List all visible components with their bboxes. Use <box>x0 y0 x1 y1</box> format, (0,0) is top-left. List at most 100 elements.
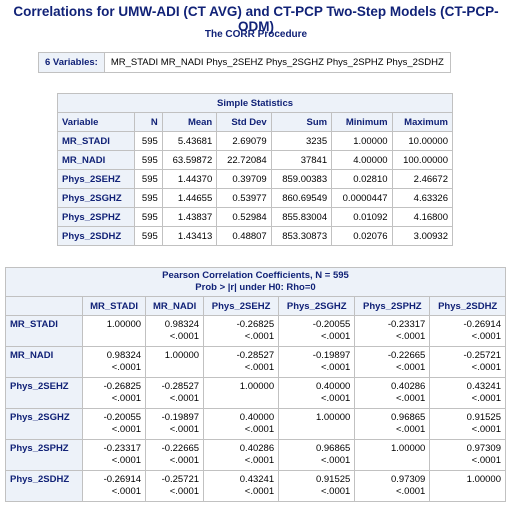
correlation: 0.97309 <box>466 443 501 454</box>
correlation: -0.20055 <box>103 412 142 423</box>
table-title: Pearson Correlation Coefficients, N = 59… <box>5 267 506 297</box>
correlation: -0.26914 <box>103 474 142 485</box>
simple-statistics-table: Simple Statistics Variable N Mean Std Dev Sum… <box>57 93 454 246</box>
cell: -0.26914 <.0001 <box>429 315 506 347</box>
correlation: -0.26914 <box>463 319 501 330</box>
correlation: -0.22665 <box>387 350 426 361</box>
cell: 595 <box>133 226 163 246</box>
cell: 0.52984 <box>216 207 272 227</box>
table-title-row: Simple Statistics <box>57 93 453 113</box>
cell: 0.40000 <.0001 <box>278 377 356 409</box>
cell: 5.43681 <box>161 131 218 151</box>
table-title-row: Pearson Correlation Coefficients, N = 59… <box>5 267 506 297</box>
p-value: <.0001 <box>320 486 351 497</box>
cell: 855.83004 <box>270 207 333 227</box>
p-value: <.0001 <box>396 331 426 342</box>
data-row: Phys_2SEHZ -0.26825 <.0001 -0.28527 <.0001 1.… <box>5 377 506 409</box>
correlation: 1.00000 <box>106 319 142 330</box>
correlation: 0.40000 <box>315 381 351 392</box>
correlation: -0.20055 <box>312 319 351 330</box>
p-value: <.0001 <box>396 362 426 373</box>
row-header: MR_NADI <box>5 346 83 378</box>
correlation: 0.97309 <box>390 474 426 485</box>
data-row: Phys_2SDHZ -0.26914 <.0001 -0.25721 <.0001 0.… <box>5 470 506 502</box>
cell: 1.43413 <box>161 226 218 246</box>
cell: 0.98324 <.0001 <box>145 315 205 347</box>
p-value: <.0001 <box>471 331 501 342</box>
column-header: Phys_2SDHZ <box>429 296 506 316</box>
cell: 3.00932 <box>391 226 454 246</box>
cell: -0.28527 <.0001 <box>203 346 280 378</box>
column-header: Minimum <box>331 112 393 132</box>
cell: -0.25721 <.0001 <box>429 346 506 378</box>
cell: 0.97309 <.0001 <box>429 439 506 471</box>
cell: 1.00000 <box>331 131 393 151</box>
cell: 0.40286 <.0001 <box>354 377 431 409</box>
cell: 63.59872 <box>161 150 218 170</box>
p-value: <.0001 <box>471 424 501 435</box>
cell: 4.16800 <box>391 207 454 227</box>
cell: 1.00000 <box>429 470 506 502</box>
cell: -0.20055 <.0001 <box>81 408 147 440</box>
column-header: Phys_2SGHZ <box>278 296 356 316</box>
row-header: MR_NADI <box>57 150 135 170</box>
cell: 0.97309 <.0001 <box>354 470 431 502</box>
variables-list: MR_STADI MR_NADI Phys_2SEHZ Phys_2SGHZ P… <box>103 52 451 73</box>
p-value: <.0001 <box>396 486 426 497</box>
cell: 1.43837 <box>161 207 218 227</box>
pearson-table: Pearson Correlation Coefficients, N = 59… <box>5 267 506 502</box>
correlation: 1.00000 <box>164 350 200 361</box>
cell: -0.23317 <.0001 <box>354 315 431 347</box>
cell: -0.22665 <.0001 <box>354 346 431 378</box>
cell: 0.40286 <.0001 <box>203 439 280 471</box>
p-value: <.0001 <box>471 455 501 466</box>
variables-table: 6 Variables: MR_STADI MR_NADI Phys_2SEHZ… <box>38 52 451 73</box>
correlation: -0.19897 <box>312 350 351 361</box>
cell: 859.00383 <box>270 169 333 189</box>
data-row: MR_STADI 1.00000 0.98324 <.0001 -0.26825 <.00… <box>5 315 506 347</box>
correlation: 0.40286 <box>390 381 426 392</box>
column-header: MR_NADI <box>145 296 205 316</box>
p-value: <.0001 <box>244 362 275 373</box>
p-value: <.0001 <box>169 331 200 342</box>
correlation: 1.00000 <box>239 381 275 392</box>
correlation: 1.00000 <box>466 474 501 485</box>
cell: 0.02076 <box>331 226 393 246</box>
cell: 0.0000447 <box>331 188 393 208</box>
p-value: <.0001 <box>244 331 275 342</box>
cell: -0.26825 <.0001 <box>81 377 147 409</box>
variables-label: 6 Variables: <box>38 52 105 73</box>
header-row: MR_STADI MR_NADI Phys_2SEHZ Phys_2SGHZ Phys_… <box>5 296 506 316</box>
cell: 0.48807 <box>216 226 272 246</box>
cell: 1.44655 <box>161 188 218 208</box>
correlation: 0.96865 <box>390 412 426 423</box>
cell: -0.19897 <.0001 <box>145 408 205 440</box>
cell: 0.91525 <.0001 <box>429 408 506 440</box>
correlation: -0.28527 <box>236 350 275 361</box>
row-header: Phys_2SPHZ <box>57 207 135 227</box>
p-value: <.0001 <box>244 455 275 466</box>
cell: 1.00000 <box>354 439 431 471</box>
data-row: MR_STADI 595 5.43681 2.69079 3235 1.00000 10.0… <box>57 131 454 151</box>
correlation: 0.91525 <box>315 474 351 485</box>
cell: 0.98324 <.0001 <box>81 346 147 378</box>
correlation: -0.26825 <box>103 381 142 392</box>
column-header: MR_STADI <box>81 296 147 316</box>
data-row: Phys_2SGHZ 595 1.44655 0.53977 860.69549 0.00… <box>57 188 454 208</box>
p-value: <.0001 <box>320 362 351 373</box>
correlation: 0.43241 <box>239 474 275 485</box>
correlation: 1.00000 <box>390 443 426 454</box>
p-value: <.0001 <box>396 424 426 435</box>
data-row: Phys_2SEHZ 595 1.44370 0.39709 859.00383 0.02… <box>57 169 454 189</box>
correlation: -0.26825 <box>236 319 275 330</box>
correlation: -0.25721 <box>161 474 200 485</box>
cell: 595 <box>133 131 163 151</box>
p-value: <.0001 <box>244 424 275 435</box>
cell: 0.53977 <box>216 188 272 208</box>
cell: 1.44370 <box>161 169 218 189</box>
variables-row: 6 Variables: MR_STADI MR_NADI Phys_2SEHZ… <box>38 52 451 73</box>
cell: 4.63326 <box>391 188 454 208</box>
p-value: <.0001 <box>169 393 200 404</box>
p-value: <.0001 <box>111 455 142 466</box>
correlation: 0.98324 <box>106 350 142 361</box>
